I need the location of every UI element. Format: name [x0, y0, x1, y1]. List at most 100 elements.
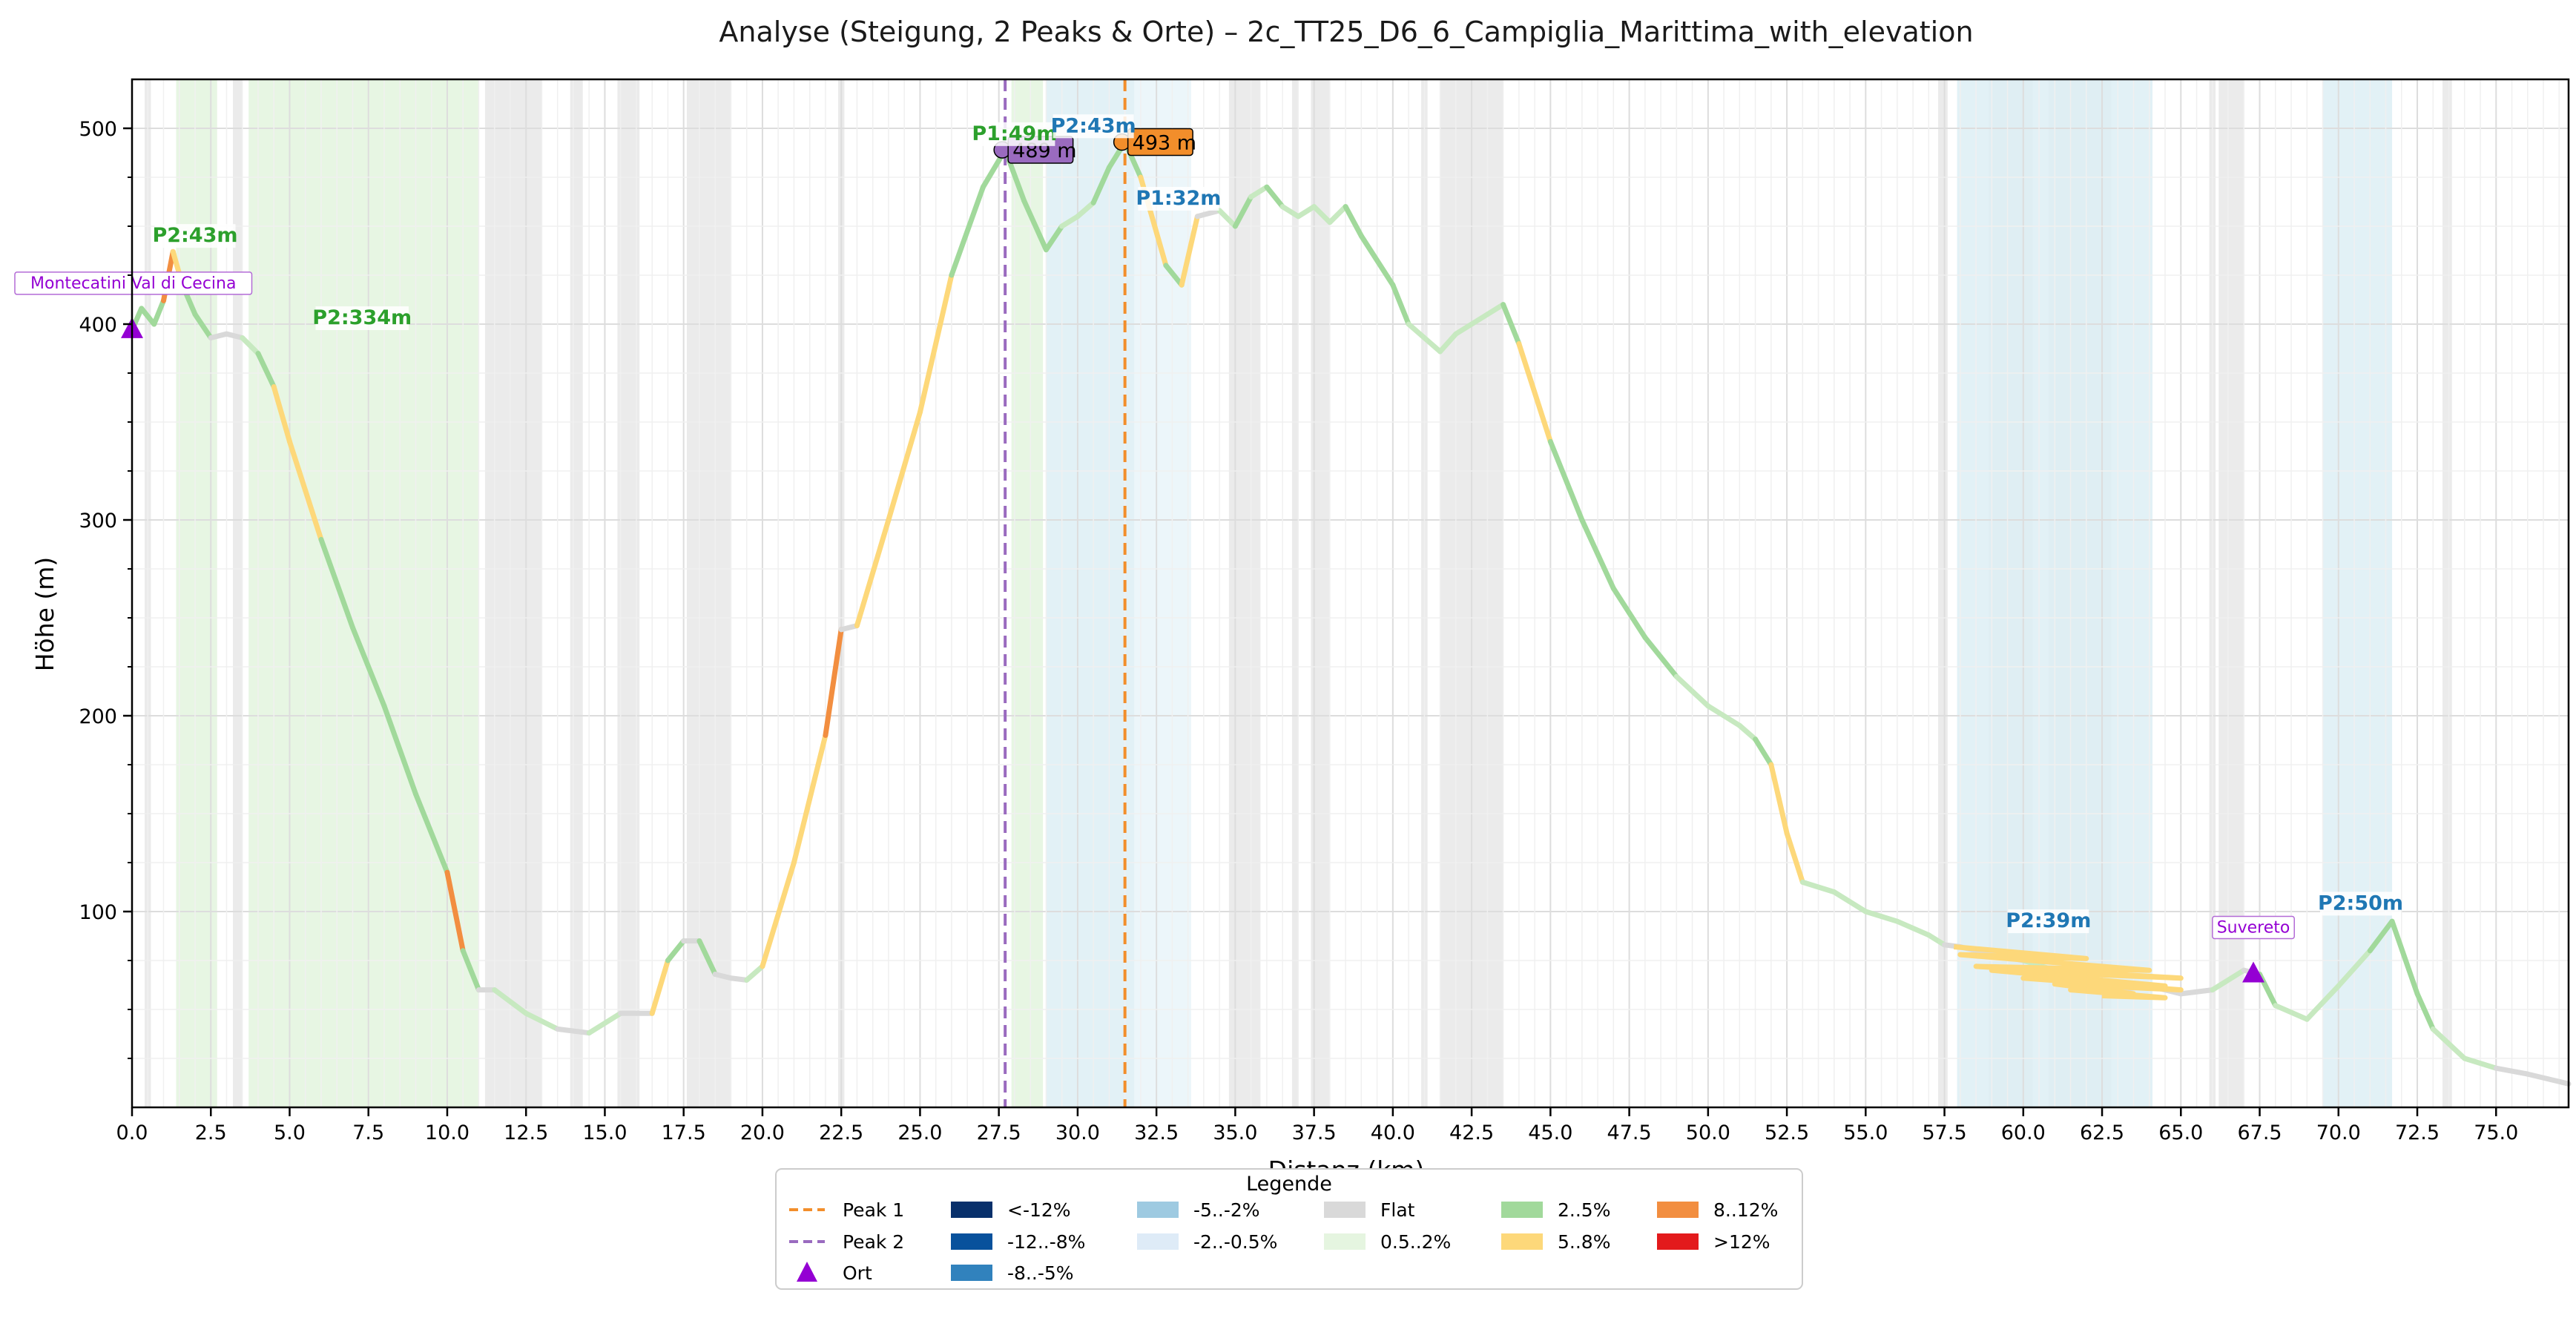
- legend-label-13: >12%: [1713, 1231, 1770, 1253]
- profile-segment-36: [838, 623, 860, 633]
- segment-label-bg-1: [315, 306, 409, 330]
- profile-segment-39: [917, 272, 955, 415]
- x-tick-label-28: 70.0: [2316, 1121, 2361, 1144]
- legend-swatch-7: [1137, 1233, 1179, 1250]
- profile-segment-1: [139, 306, 157, 327]
- profile-segment-69: [1501, 302, 1522, 346]
- legend-label-12: 8..12%: [1713, 1199, 1778, 1221]
- segment-label-bg-6: [2320, 892, 2402, 916]
- profile-segment-82: [1831, 889, 1868, 915]
- x-tick-label-29: 72.5: [2395, 1121, 2440, 1144]
- profile-segment-34: [791, 732, 829, 866]
- x-tick-label-0: 0.0: [116, 1121, 148, 1144]
- profile-segment-67: [1453, 312, 1490, 337]
- legend-swatch-13: [1657, 1233, 1699, 1250]
- segment-label-bg-0: [154, 224, 236, 248]
- x-tick-label-25: 62.5: [2080, 1121, 2124, 1144]
- profile-segment-14: [318, 536, 355, 630]
- scribble-path: [1953, 944, 2184, 1001]
- gps-scribble: [1953, 944, 2184, 1001]
- profile-segment-100: [2336, 948, 2373, 989]
- x-tick-label-21: 52.5: [1765, 1121, 1809, 1144]
- legend-label-1: Peak 2: [843, 1231, 904, 1253]
- profile-segment-63: [1358, 233, 1396, 288]
- y-tick-label-1: 200: [79, 705, 117, 728]
- legend-label-5: -8..-5%: [1007, 1262, 1074, 1284]
- profile-segment-71: [1547, 438, 1585, 523]
- profile-segment-15: [349, 625, 387, 709]
- x-tick-label-26: 65.0: [2158, 1121, 2203, 1144]
- legend-box: [775, 1168, 1803, 1290]
- legend-swatch-9: [1324, 1233, 1366, 1250]
- profile-segment-94: [2178, 987, 2216, 997]
- profile-segment-81: [1799, 879, 1837, 895]
- x-tick-label-17: 42.5: [1449, 1121, 1494, 1144]
- x-tick-label-3: 7.5: [352, 1121, 384, 1144]
- legend-label-8: Flat: [1380, 1199, 1415, 1221]
- plot-background: [132, 79, 2569, 1107]
- flat-region-8: [1291, 79, 1299, 1107]
- profile-segment-61: [1327, 204, 1348, 225]
- elevation-profile: [129, 139, 2572, 1087]
- profile-segment-102: [2389, 918, 2420, 997]
- flat-region-2: [484, 79, 542, 1107]
- legend-swatch-5: [951, 1265, 992, 1281]
- profile-segment-30: [712, 971, 734, 981]
- x-tick-label-1: 2.5: [195, 1121, 227, 1144]
- profile-segment-98: [2273, 1003, 2310, 1022]
- profile-segment-80: [1784, 830, 1805, 885]
- y-tick-label-4: 500: [79, 118, 117, 141]
- x-tick-label-11: 27.5: [977, 1121, 1021, 1144]
- climb-region-6: [2322, 79, 2393, 1107]
- legend-label-6: -5..-2%: [1193, 1199, 1260, 1221]
- legend-label-7: -2..-0.5%: [1193, 1231, 1277, 1253]
- x-tick-label-19: 47.5: [1607, 1121, 1652, 1144]
- legend-label-2: Ort: [843, 1262, 872, 1284]
- segment-label-5: P2:39m: [2006, 909, 2091, 932]
- x-tick-label-12: 30.0: [1055, 1121, 1100, 1144]
- plot-area: [132, 79, 2569, 1107]
- profile-segment-26: [649, 958, 671, 1016]
- segment-label-6: P2:50m: [2318, 892, 2403, 915]
- y-axis-label: Höhe (m): [30, 557, 59, 672]
- x-tick-label-13: 32.5: [1134, 1121, 1179, 1144]
- profile-segment-53: [1194, 208, 1222, 220]
- flat-region-5: [686, 79, 731, 1107]
- profile-segment-83: [1862, 909, 1900, 924]
- profile-segment-99: [2304, 983, 2342, 1022]
- x-tick-label-15: 37.5: [1292, 1121, 1337, 1144]
- profile-segment-57: [1264, 184, 1285, 210]
- profile-segment-35: [823, 627, 844, 738]
- legend-swatch-12: [1657, 1202, 1699, 1218]
- profile-segment-22: [523, 1010, 561, 1032]
- flat-region-17: [2442, 79, 2452, 1107]
- place-marker-1: [2242, 961, 2265, 983]
- segment-label-bg-3: [1053, 114, 1134, 139]
- peak-label-box-1: [1127, 128, 1193, 156]
- profile-segment-51: [1163, 263, 1185, 288]
- profile-segment-8: [223, 331, 246, 340]
- profile-segment-78: [1753, 737, 1774, 768]
- x-tick-label-27: 67.5: [2237, 1121, 2282, 1144]
- profile-segment-11: [271, 383, 292, 444]
- profile-segment-47: [1090, 165, 1112, 205]
- x-tick-label-6: 15.0: [582, 1121, 627, 1144]
- x-tick-label-14: 35.0: [1213, 1121, 1257, 1144]
- segment-label-0: P2:43m: [152, 224, 237, 247]
- profile-segment-32: [744, 963, 765, 983]
- legend-swatch-8: [1324, 1202, 1366, 1218]
- x-tick-label-7: 17.5: [662, 1121, 706, 1144]
- profile-segment-56: [1248, 184, 1270, 200]
- profile-segment-46: [1075, 200, 1096, 220]
- legend-swatch-3: [951, 1202, 992, 1218]
- x-tick-label-2: 5.0: [274, 1121, 306, 1144]
- profile-segment-9: [240, 335, 261, 357]
- x-tick-label-9: 22.5: [819, 1121, 863, 1144]
- segment-label-1: P2:334m: [312, 306, 412, 329]
- legend-label-10: 2..5%: [1558, 1199, 1610, 1221]
- legend-label-0: Peak 1: [843, 1199, 904, 1221]
- profile-segment-10: [255, 351, 277, 389]
- profile-segment-21: [492, 987, 529, 1016]
- profile-segment-101: [2367, 918, 2395, 954]
